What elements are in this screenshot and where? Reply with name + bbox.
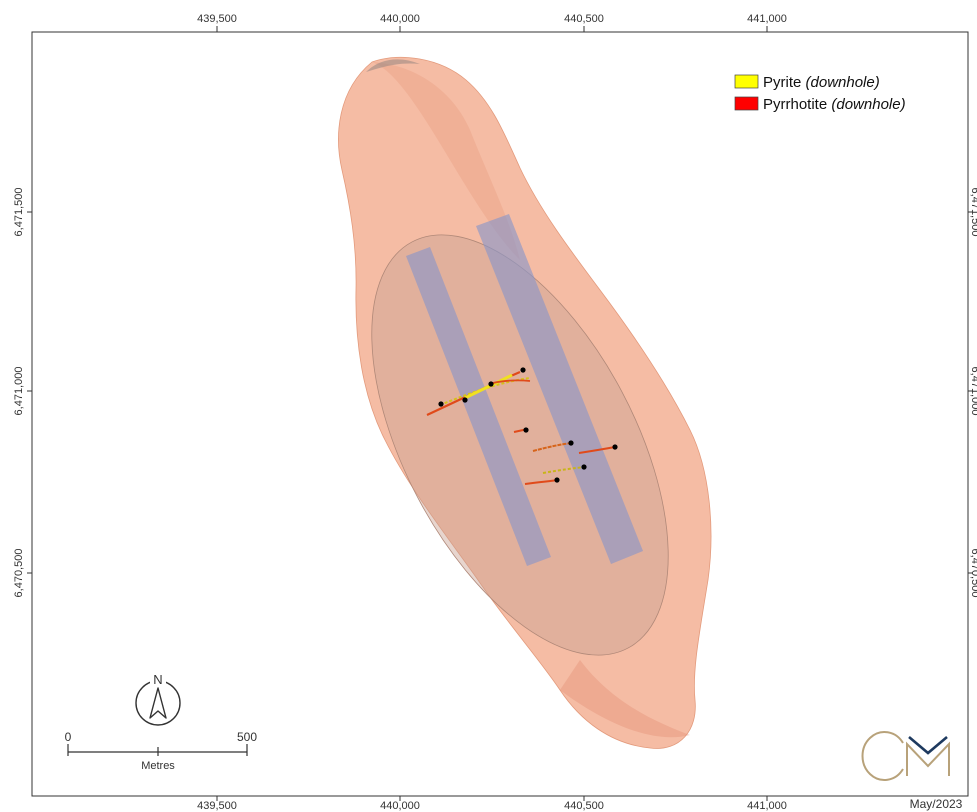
collar-point <box>612 444 618 450</box>
easting-label-top: 439,500 <box>197 13 237 25</box>
collar-point <box>488 381 494 387</box>
collar-point <box>520 367 526 373</box>
collar-point <box>581 464 587 470</box>
northing-ticks-right: 6,471,500 6,471,000 6,470,500 <box>968 188 977 598</box>
easting-label-bottom: 440,000 <box>380 800 420 812</box>
easting-label-top: 441,000 <box>747 13 787 25</box>
easting-label-bottom: 440,500 <box>564 800 604 812</box>
collar-point <box>523 427 529 433</box>
collar-point <box>554 477 560 483</box>
pyrrhotite-trace <box>492 379 531 384</box>
legend-swatch-pyrite <box>734 74 759 89</box>
scale-bar: 0 500 Metres <box>65 730 258 772</box>
northing-label-right: 6,471,000 <box>969 367 977 416</box>
north-label: N <box>153 672 162 687</box>
easting-label-top: 440,500 <box>564 13 604 25</box>
zone-west <box>406 247 551 566</box>
pyrrhotite-trace <box>578 446 616 454</box>
easting-label-bottom: 441,000 <box>747 800 787 812</box>
shell-top-cap <box>366 59 420 72</box>
legend-swatch-pyrrhotite <box>734 96 759 111</box>
collar-point <box>438 401 444 407</box>
northing-label-left: 6,471,000 <box>13 367 25 416</box>
scale-start-label: 0 <box>65 730 72 744</box>
northing-label-left: 6,471,500 <box>13 188 25 237</box>
company-logo <box>861 731 950 781</box>
legend-label-pyrrhotite: Pyrrhotite (downhole) <box>763 96 906 113</box>
northing-label-right: 6,470,500 <box>969 549 977 598</box>
mineralised-shell <box>338 56 712 749</box>
scale-unit-label: Metres <box>141 760 175 772</box>
north-arrow-icon: N <box>135 672 181 726</box>
shell-lower-shading <box>560 660 690 738</box>
legend: Pyrite (downhole) Pyrrhotite (downhole) <box>734 74 906 113</box>
legend-label-pyrite: Pyrite (downhole) <box>763 74 880 91</box>
easting-ticks-top: 439,500 440,000 440,500 441,000 <box>197 13 787 32</box>
northing-ticks-left: 6,471,500 6,471,000 6,470,500 <box>13 188 32 598</box>
easting-label-top: 440,000 <box>380 13 420 25</box>
drill-holes <box>426 367 618 485</box>
northing-label-right: 6,471,500 <box>969 188 977 237</box>
easting-label-bottom: 439,500 <box>197 800 237 812</box>
collar-point <box>462 397 468 403</box>
easting-ticks-bottom: 439,500 440,000 440,500 441,000 <box>197 796 787 812</box>
collar-point <box>568 440 574 446</box>
zone-east <box>476 214 643 564</box>
shell-shading <box>372 62 520 260</box>
scale-end-label: 500 <box>237 730 257 744</box>
map-date: May/2023 <box>910 797 963 811</box>
northing-label-left: 6,470,500 <box>13 549 25 598</box>
